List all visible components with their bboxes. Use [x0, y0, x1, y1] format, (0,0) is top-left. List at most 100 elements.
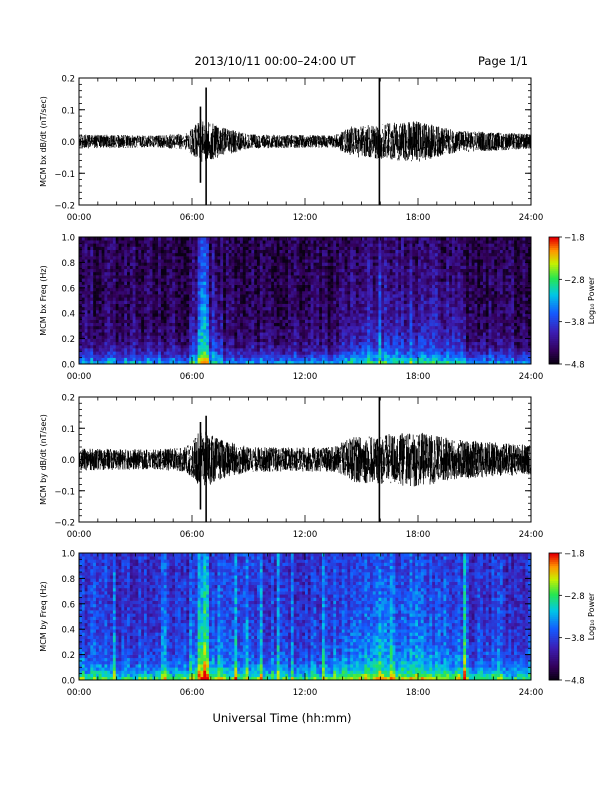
bx_spec-cell: [138, 322, 142, 327]
bx_spec-cell: [118, 281, 122, 285]
bx_spec-cell: [321, 278, 326, 282]
bx_spec-cell: [101, 252, 105, 257]
bx_spec-cell: [192, 306, 196, 311]
bx_spec-cell: [265, 332, 269, 336]
bx_spec-cell: [177, 246, 182, 250]
bx_spec-cell: [361, 348, 365, 352]
bx_spec-cell: [192, 297, 196, 301]
bx_spec-cell: [129, 284, 133, 289]
bx_spec-cell: [302, 249, 306, 254]
bx_spec-cell: [197, 294, 201, 298]
bx_spec-cell: [305, 325, 309, 330]
bx_spec-cell: [307, 278, 311, 282]
bx_spec-cell: [138, 341, 142, 346]
bx_spec-cell: [268, 237, 272, 241]
bx_spec-cell: [200, 284, 204, 289]
bx_spec-cell: [262, 294, 266, 298]
bx_spec-cell: [392, 262, 396, 266]
bx_spec-cell: [293, 278, 297, 282]
bx_spec-cell: [412, 332, 416, 336]
bx_spec-cell: [228, 278, 232, 282]
bx_spec-cell: [358, 294, 362, 298]
bx_spec-cell: [321, 284, 326, 289]
bx_spec-cell: [355, 310, 359, 314]
bx_spec-cell: [118, 294, 122, 298]
bx_spec-cell: [279, 341, 283, 346]
bx_spec-cell: [129, 306, 133, 311]
bx_spec-cell: [344, 297, 348, 301]
bx_spec-cell: [288, 348, 292, 352]
bx_spec-cell: [384, 303, 388, 308]
bx_spec-cell: [285, 325, 289, 330]
bx_spec-cell: [364, 319, 368, 324]
bx_spec-cell: [282, 322, 286, 327]
bx_spec-cell: [87, 306, 91, 311]
bx_spec-cell: [395, 275, 399, 279]
bx_spec-cell: [98, 265, 102, 270]
bx_spec-cell: [392, 294, 396, 298]
bx_spec-cell: [319, 357, 323, 362]
bx_spec-cell: [302, 313, 306, 317]
bx_spec-cell: [163, 341, 167, 346]
bx_spec-cell: [186, 351, 190, 355]
bx_spec-cell: [189, 319, 193, 324]
bx_spec-cell: [375, 344, 379, 349]
bx_spec-cell: [146, 271, 150, 276]
bx_spec-cell: [242, 316, 246, 320]
bx_spec-cell: [104, 271, 108, 276]
bx_spec-cell: [163, 252, 167, 257]
bx_ts-ytick-label: 0.0: [61, 138, 75, 148]
bx_spec-cell: [206, 322, 210, 327]
bx_spec-cell: [296, 243, 300, 247]
bx_spec-cell: [121, 268, 125, 273]
bx_spec-cell: [389, 322, 393, 327]
bx_spec-cell: [98, 287, 102, 292]
bx_spec-cell: [231, 290, 235, 295]
bx_spec-cell: [143, 262, 148, 266]
bx_spec-cell: [90, 316, 94, 320]
bx_spec-cell: [138, 338, 142, 343]
bx_spec-cell: [121, 310, 125, 314]
bx_spec-cell: [107, 335, 111, 339]
bx_spec-cell: [98, 297, 102, 301]
bx_spec-cell: [395, 278, 399, 282]
bx_spec-cell: [381, 271, 385, 276]
bx_spec-cell: [177, 300, 182, 304]
bx_spec-cell: [183, 338, 187, 343]
bx_spec-cell: [282, 268, 286, 273]
bx_spec-cell: [160, 351, 165, 355]
bx_spec-cell: [160, 357, 165, 362]
bx_spec-cell: [313, 351, 317, 355]
bx_spec-cell: [115, 256, 119, 260]
bx_spec-cell: [197, 348, 201, 352]
bx_spec-cell: [127, 351, 131, 355]
bx_spec-cell: [84, 351, 88, 355]
bx_spec-cell: [169, 284, 173, 289]
bx_spec-cell: [285, 322, 289, 327]
bx_spec-cell: [355, 287, 359, 292]
bx_spec-cell: [256, 306, 261, 311]
bx_spec-cell: [262, 310, 266, 314]
bx_spec-cell: [355, 259, 359, 263]
bx_spec-cell: [208, 338, 213, 343]
bx_spec-cell: [129, 310, 133, 314]
bx_spec-cell: [115, 325, 119, 330]
bx_spec-cell: [169, 348, 173, 352]
bx_spec-cell: [206, 316, 210, 320]
bx_spec-cell: [104, 313, 108, 317]
bx_spec-cell: [313, 290, 317, 295]
bx_spec-cell: [138, 354, 142, 358]
bx_spec-cell: [228, 284, 232, 289]
bx_spec-cell: [418, 351, 422, 355]
bx_spec-cell: [372, 278, 376, 282]
bx_spec-cell: [398, 237, 402, 241]
bx_spec-cell: [149, 287, 153, 292]
bx_spec-cell: [183, 278, 187, 282]
bx_spec-cell: [115, 344, 119, 349]
bx_spec-cell: [316, 360, 320, 365]
bx_spec-cell: [200, 354, 204, 358]
bx_spec-cell: [282, 306, 286, 311]
bx_spec-cell: [251, 275, 255, 279]
bx_spec-cell: [409, 319, 413, 324]
bx_spec-cell: [242, 284, 246, 289]
